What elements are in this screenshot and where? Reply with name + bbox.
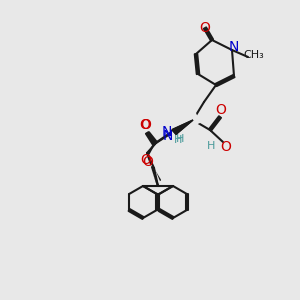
Text: O: O [140,118,150,132]
Text: O: O [216,103,226,117]
Text: CH₃: CH₃ [244,50,264,60]
Text: O: O [142,155,153,169]
Text: H: H [174,135,182,145]
Text: O: O [141,153,152,167]
Text: N: N [163,129,173,143]
Text: H: H [176,134,184,144]
Text: H: H [207,141,215,151]
Text: N: N [162,125,172,139]
Polygon shape [172,120,193,134]
Polygon shape [172,120,193,134]
Text: O: O [220,140,231,154]
Text: O: O [141,118,152,132]
Text: O: O [200,21,210,35]
Text: N: N [229,40,239,54]
